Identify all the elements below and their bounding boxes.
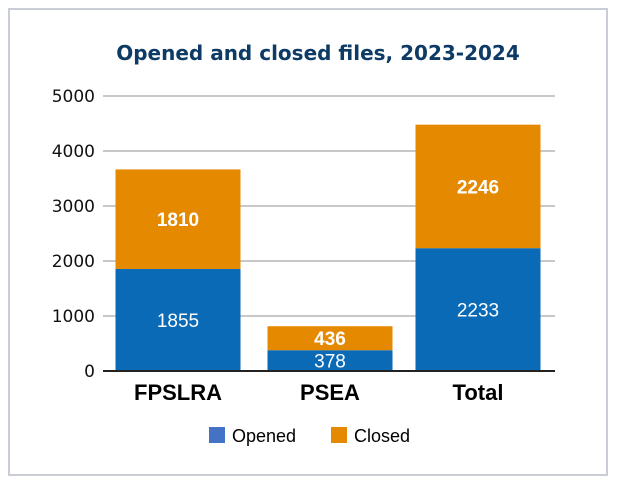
y-tick-label: 5000 — [52, 87, 95, 107]
x-category-label: FPSLRA — [134, 380, 222, 405]
x-category-label: PSEA — [300, 380, 360, 405]
chart-title: Opened and closed files, 2023-2024 — [116, 41, 520, 65]
bar-psea-opened — [267, 350, 393, 371]
legend-label-opened: Opened — [232, 426, 296, 446]
legend-label-closed: Closed — [354, 426, 410, 446]
y-tick-label: 0 — [84, 362, 95, 382]
y-tick-label: 2000 — [52, 252, 95, 272]
bar-psea-closed — [267, 326, 393, 351]
bar-fpslra-opened — [115, 268, 241, 371]
bar-total-closed — [415, 124, 541, 249]
legend-swatch-opened — [209, 427, 225, 443]
data-label: 378 — [314, 352, 346, 373]
data-label: 436 — [314, 329, 346, 350]
data-label: 2246 — [457, 177, 499, 198]
legend-swatch-closed — [331, 427, 347, 443]
data-label: 2233 — [457, 301, 499, 322]
y-tick-label: 1000 — [52, 307, 95, 327]
y-tick-label: 3000 — [52, 197, 95, 217]
x-category-label: Total — [453, 380, 504, 405]
y-tick-label: 4000 — [52, 142, 95, 162]
bar-fpslra-closed — [115, 169, 241, 269]
bar-total-opened — [415, 248, 541, 371]
data-label: 1810 — [157, 210, 199, 231]
chart-frame — [8, 8, 608, 476]
data-label: 1855 — [157, 311, 199, 332]
